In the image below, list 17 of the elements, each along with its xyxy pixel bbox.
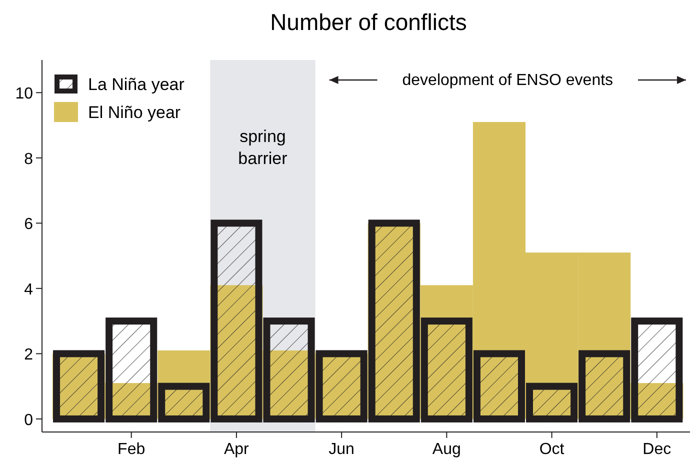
x-tick-label: Jun (328, 441, 354, 458)
y-tick-label: 6 (24, 216, 34, 234)
legend-label: La Niña year (88, 75, 185, 94)
legend-label: El Niño year (88, 103, 181, 122)
chart-title: Number of conflicts (270, 9, 467, 35)
y-tick-label: 4 (24, 281, 34, 298)
x-tick-label: Oct (539, 441, 565, 458)
y-tick-label: 2 (24, 346, 34, 364)
y-tick-label: 8 (24, 150, 34, 168)
x-tick-label: Dec (642, 441, 672, 458)
y-tick-label: 10 (15, 86, 34, 103)
x-tick-label: Apr (224, 441, 250, 458)
x-tick-label: Feb (118, 441, 146, 458)
y-tick-label: 0 (24, 412, 34, 429)
x-tick-label: Aug (432, 441, 461, 458)
annotation: development of ENSO events (402, 72, 614, 89)
band-label: spring barrier (238, 127, 288, 168)
